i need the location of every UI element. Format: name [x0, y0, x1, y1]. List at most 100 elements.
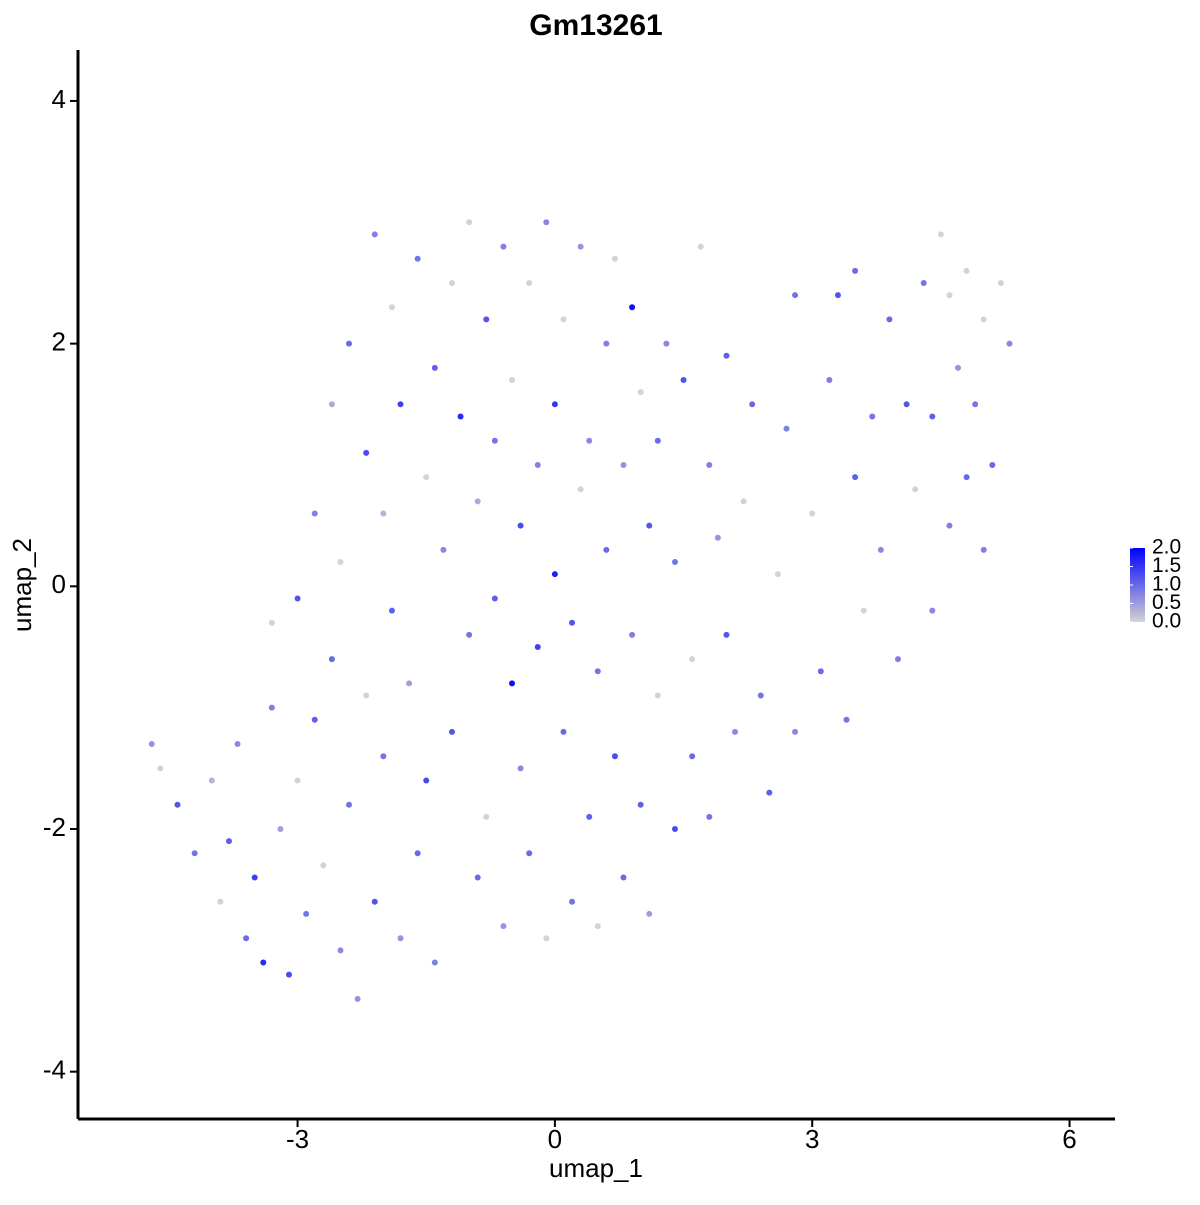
point — [740, 498, 747, 505]
point — [569, 619, 576, 626]
point — [543, 219, 550, 226]
point — [920, 279, 927, 286]
point — [723, 631, 730, 638]
point — [526, 850, 533, 857]
point — [466, 219, 473, 226]
point — [963, 474, 970, 481]
point — [354, 995, 361, 1002]
point — [886, 316, 893, 323]
point — [311, 716, 318, 723]
y-tick-label: 2 — [52, 327, 66, 357]
point — [346, 340, 353, 347]
point — [980, 546, 987, 553]
point — [397, 935, 404, 942]
point — [346, 801, 353, 808]
point — [946, 522, 953, 529]
point — [997, 279, 1004, 286]
point — [157, 765, 164, 772]
point — [423, 474, 430, 481]
point — [551, 401, 558, 408]
point — [809, 510, 816, 517]
point — [611, 255, 618, 262]
point — [509, 680, 516, 687]
point — [560, 728, 567, 735]
colorbar-tick-label: 0.0 — [1152, 610, 1181, 633]
colorbar-tick-label: 1.0 — [1152, 573, 1181, 596]
point — [706, 813, 713, 820]
point — [852, 474, 859, 481]
point — [448, 728, 455, 735]
point — [989, 461, 996, 468]
point — [671, 559, 678, 566]
point — [328, 656, 335, 663]
point — [337, 947, 344, 954]
point — [603, 546, 610, 553]
x-tick-label: -3 — [286, 1124, 309, 1154]
point — [208, 777, 215, 784]
point — [903, 401, 910, 408]
point — [723, 352, 730, 359]
x-tick-label: 6 — [1062, 1124, 1076, 1154]
point — [946, 292, 953, 299]
point — [363, 692, 370, 699]
point — [380, 753, 387, 760]
point — [955, 364, 962, 371]
x-tick-label: 0 — [548, 1124, 562, 1154]
point — [766, 789, 773, 796]
point — [937, 231, 944, 238]
point — [620, 874, 627, 881]
point — [577, 243, 584, 250]
point — [912, 486, 919, 493]
point — [363, 449, 370, 456]
point — [757, 692, 764, 699]
colorbar — [1130, 548, 1145, 622]
point — [303, 910, 310, 917]
point — [406, 680, 413, 687]
point — [388, 304, 395, 311]
point — [328, 401, 335, 408]
point — [774, 571, 781, 578]
point — [457, 413, 464, 420]
point — [586, 813, 593, 820]
point — [491, 595, 498, 602]
point — [491, 437, 498, 444]
point — [852, 267, 859, 274]
y-tick-label: -4 — [43, 1055, 66, 1085]
point — [560, 316, 567, 323]
point — [586, 437, 593, 444]
colorbar-tick-label: 0.5 — [1152, 591, 1181, 614]
point — [466, 631, 473, 638]
point — [251, 874, 258, 881]
point — [834, 292, 841, 299]
point — [509, 377, 516, 384]
point — [671, 825, 678, 832]
point — [929, 413, 936, 420]
colorbar-tick-label: 2.0 — [1152, 536, 1181, 559]
point — [929, 607, 936, 614]
point — [500, 243, 507, 250]
point — [706, 461, 713, 468]
point — [654, 692, 661, 699]
point — [371, 898, 378, 905]
point — [869, 413, 876, 420]
point — [594, 668, 601, 675]
point — [663, 340, 670, 347]
point — [294, 777, 301, 784]
point — [225, 838, 232, 845]
point — [517, 765, 524, 772]
point — [311, 510, 318, 517]
point — [860, 607, 867, 614]
colorbar-tick-label: 1.5 — [1152, 554, 1181, 577]
x-axis-label: umap_1 — [549, 1153, 643, 1183]
y-tick-label: 4 — [52, 84, 66, 114]
point — [894, 656, 901, 663]
point — [689, 656, 696, 663]
point — [260, 959, 267, 966]
point — [551, 571, 558, 578]
point — [689, 753, 696, 760]
point — [526, 279, 533, 286]
point — [431, 364, 438, 371]
x-tick-label: 3 — [805, 1124, 819, 1154]
point — [474, 874, 481, 881]
point — [234, 741, 241, 748]
